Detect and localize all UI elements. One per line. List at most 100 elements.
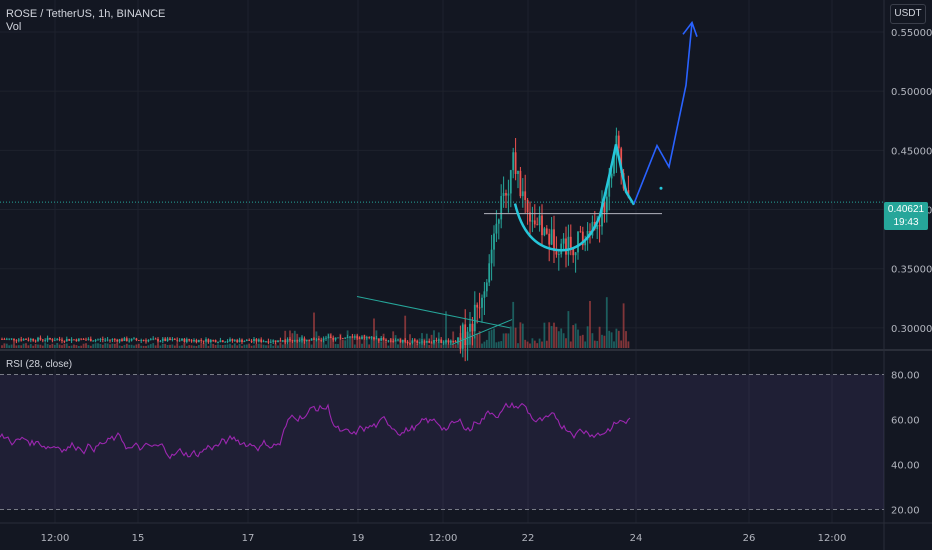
candle-body [277, 340, 279, 343]
volume-bar [166, 344, 169, 348]
candle-body [140, 340, 143, 341]
candle-body [483, 291, 486, 298]
volume-bar [545, 340, 548, 348]
candle-body [181, 338, 183, 341]
volume-bar [214, 345, 217, 348]
candle-body [75, 339, 78, 342]
volume-bar [353, 344, 356, 348]
volume-bar [224, 344, 227, 348]
candle-body [89, 338, 92, 342]
candle-body [454, 341, 457, 343]
candle-body [197, 339, 200, 343]
currency-button[interactable]: USDT [890, 4, 926, 24]
volume-bar [370, 336, 373, 348]
volume-bar [89, 345, 92, 348]
volume-bar [377, 338, 380, 348]
volume-bar [231, 345, 234, 348]
candle-body [406, 341, 409, 344]
candle-body [29, 338, 32, 341]
volume-bar [291, 333, 294, 348]
volume-bar [469, 333, 471, 348]
candle-body [161, 338, 164, 341]
candle-body [152, 338, 155, 340]
volume-bar [284, 330, 287, 348]
volume-bar [322, 339, 325, 348]
candle-body [169, 338, 171, 340]
candle-body [502, 193, 505, 197]
volume-bar [8, 345, 11, 348]
volume-bar [361, 343, 363, 348]
volume-bar [200, 343, 203, 348]
volume-bar [193, 345, 195, 348]
candle-body [620, 148, 623, 174]
volume-bar [94, 343, 97, 348]
candle-body [53, 340, 56, 342]
price-tick-label: 0.35000 [891, 265, 932, 276]
candle-body [149, 339, 152, 341]
candle-body [159, 340, 162, 342]
volume-bar [99, 343, 102, 348]
volume-bar [260, 344, 263, 348]
candle-body [229, 339, 231, 342]
candle-body [253, 339, 255, 341]
candle-body [183, 338, 186, 342]
candle-body [205, 339, 207, 342]
candle-body [269, 341, 272, 343]
volume-bar [466, 335, 469, 348]
volume-bar [82, 343, 85, 348]
volume-bar [603, 335, 606, 348]
candle-body [565, 238, 567, 255]
volume-bar [356, 335, 359, 348]
candle-body [68, 338, 71, 341]
candle-body [267, 341, 270, 343]
volume-bar [363, 334, 366, 348]
volume-bar [217, 344, 219, 348]
candle-body [5, 338, 8, 340]
volume-bar [541, 341, 543, 348]
candle-body [555, 251, 558, 255]
volume-bar [560, 328, 563, 348]
chart-header: ROSE / TetherUS, 1h, BINANCE Vol [6, 8, 165, 34]
candle-body [224, 341, 227, 343]
candle-body [265, 341, 267, 343]
candle-body [85, 339, 87, 341]
volume-bar [404, 315, 407, 348]
volume-bar [13, 343, 15, 348]
volume-bar [17, 345, 20, 348]
candle-body [596, 225, 599, 230]
symbol-title[interactable]: ROSE / TetherUS, 1h, BINANCE [6, 8, 166, 20]
volume-bar [543, 322, 546, 348]
candle-body [116, 339, 119, 342]
candle-body [137, 340, 140, 341]
candle-body [82, 339, 85, 340]
volume-bar [337, 344, 339, 348]
candle-body [541, 215, 543, 236]
candle-body [517, 170, 519, 174]
volume-bar [140, 345, 143, 348]
dot-marker [659, 186, 663, 190]
volume-bar [128, 344, 131, 348]
candle-body [337, 337, 339, 339]
volume-bar [598, 326, 601, 348]
volume-bar [277, 345, 279, 348]
volume-bar [452, 331, 455, 348]
candle-body [212, 339, 215, 341]
volume-bar [555, 326, 558, 348]
volume-bar [248, 343, 251, 348]
candle-body [200, 339, 203, 341]
volume-bar [620, 340, 623, 348]
candle-body [435, 340, 438, 341]
volume-bar [605, 297, 608, 348]
volume-bar [490, 329, 493, 348]
price-tick-label: 0.50000 [891, 87, 932, 98]
volume-bar [341, 339, 344, 348]
volume-bar [39, 344, 42, 348]
volume-bar [562, 333, 565, 348]
volume-bar [257, 343, 260, 348]
trendline-upper [356, 296, 511, 329]
candle-body [142, 340, 145, 341]
volume-bar [274, 343, 277, 348]
candle-body [562, 238, 565, 244]
candle-body [214, 340, 217, 343]
volume-bar [25, 343, 27, 348]
